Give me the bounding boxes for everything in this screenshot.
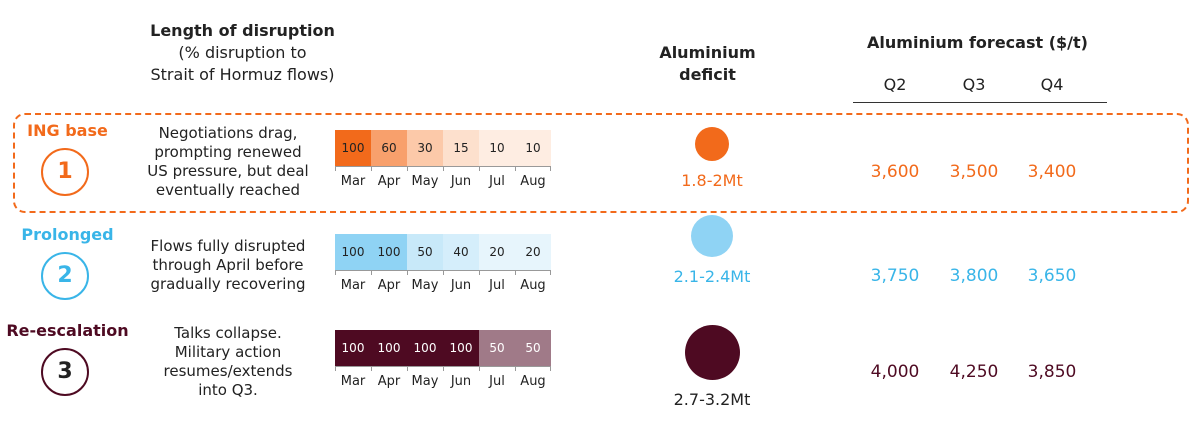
month-tick-label: Mar <box>335 270 371 293</box>
description-line: Military action <box>174 343 282 361</box>
description-line: Talks collapse. <box>174 324 282 342</box>
disruption-heatmap: 100 100 100 100 50 50 Mar Apr May Jun Jul Aug <box>335 330 551 389</box>
forecast-title: Aluminium forecast ($/t) <box>867 33 1088 52</box>
scenario-name: Prolonged <box>21 225 114 244</box>
deficit-bubble <box>691 215 733 257</box>
heatmap-cell: 20 <box>479 234 515 270</box>
deficit-label: 1.8-2Mt <box>681 171 743 190</box>
deficit-label: 2.1-2.4Mt <box>673 267 751 286</box>
base-case-highlight <box>13 113 1189 213</box>
forecast-value: 3,750 <box>870 266 920 286</box>
month-tick-label: Jul <box>479 166 515 189</box>
scenario-number-circle: 2 <box>41 252 89 300</box>
forecast-value: 3,500 <box>949 162 999 182</box>
deficit-bubble <box>684 324 740 380</box>
description-line: resumes/extends <box>163 362 293 380</box>
scenario-name: Re-escalation <box>6 321 129 340</box>
month-tick-label: May <box>407 366 443 389</box>
heatmap-cell: 100 <box>335 234 371 270</box>
month-axis: Mar Apr May Jun Jul Aug <box>335 366 551 389</box>
description-line: US pressure, but deal <box>147 162 309 180</box>
length-title: Length of disruption <box>150 21 335 40</box>
forecast-value: 3,850 <box>1027 362 1077 382</box>
heatmap-cell: 100 <box>371 234 407 270</box>
forecast-value: 3,400 <box>1027 162 1077 182</box>
description-line: prompting renewed <box>154 143 302 161</box>
scenario-description: Talks collapse. Military action resumes/ex… <box>138 324 318 400</box>
scenario-description: Negotiations drag, prompting renewed US pr… <box>138 124 318 200</box>
month-tick-label: Aug <box>515 270 551 293</box>
quarter-label-q3: Q3 <box>962 75 986 94</box>
month-tick-label: Apr <box>371 270 407 293</box>
heatmap-cell: 10 <box>515 130 551 166</box>
heatmap-cell: 100 <box>335 130 371 166</box>
heatmap-cell: 30 <box>407 130 443 166</box>
description-line: Negotiations drag, <box>158 124 298 142</box>
month-tick-label: May <box>407 166 443 189</box>
heatmap-cells: 100 100 50 40 20 20 <box>335 234 551 270</box>
deficit-bubble <box>695 127 729 161</box>
length-subtitle-2: Strait of Hormuz flows) <box>150 65 335 84</box>
month-tick-label: Jun <box>443 270 479 293</box>
heatmap-cell: 40 <box>443 234 479 270</box>
description-line: through April before <box>152 256 304 274</box>
heatmap-cell: 100 <box>335 330 371 366</box>
description-line: eventually reached <box>155 181 301 199</box>
length-subtitle-1: (% disruption to <box>178 43 307 62</box>
forecast-value: 4,250 <box>949 362 999 382</box>
forecast-value: 3,600 <box>870 162 920 182</box>
description-line: into Q3. <box>198 381 258 399</box>
quarter-label-q4: Q4 <box>1040 75 1064 94</box>
length-of-disruption-header: Length of disruption (% disruption to St… <box>120 20 365 86</box>
deficit-title-2: deficit <box>679 65 736 84</box>
month-tick-label: Jul <box>479 366 515 389</box>
month-tick-label: Apr <box>371 166 407 189</box>
forecast-value: 3,800 <box>949 266 999 286</box>
month-tick-label: Mar <box>335 166 371 189</box>
month-tick-label: Mar <box>335 366 371 389</box>
heatmap-cells: 100 100 100 100 50 50 <box>335 330 551 366</box>
heatmap-cell: 60 <box>371 130 407 166</box>
forecast-value: 3,650 <box>1027 266 1077 286</box>
deficit-header: Aluminium deficit <box>640 42 775 86</box>
heatmap-cell: 50 <box>407 234 443 270</box>
disruption-heatmap: 100 60 30 15 10 10 Mar Apr May Jun Jul Aug <box>335 130 551 189</box>
deficit-title-1: Aluminium <box>659 43 756 62</box>
quarter-label-q2: Q2 <box>883 75 907 94</box>
heatmap-cell: 50 <box>479 330 515 366</box>
month-tick-label: Jun <box>443 366 479 389</box>
scenario-number-circle: 1 <box>41 148 89 196</box>
forecast-header-rule <box>853 102 1107 103</box>
heatmap-cell: 100 <box>371 330 407 366</box>
heatmap-cell: 20 <box>515 234 551 270</box>
heatmap-cell: 100 <box>407 330 443 366</box>
month-tick-label: May <box>407 270 443 293</box>
heatmap-cell: 50 <box>515 330 551 366</box>
description-line: gradually recovering <box>150 275 306 293</box>
heatmap-cell: 15 <box>443 130 479 166</box>
month-axis: Mar Apr May Jun Jul Aug <box>335 270 551 293</box>
month-tick-label: Jun <box>443 166 479 189</box>
forecast-value: 4,000 <box>870 362 920 382</box>
scenario-name: ING base <box>27 121 108 140</box>
month-tick-label: Aug <box>515 166 551 189</box>
heatmap-cell: 10 <box>479 130 515 166</box>
scenario-number-circle: 3 <box>41 348 89 396</box>
deficit-label: 2.7-3.2Mt <box>673 389 751 409</box>
scenario-description: Flows fully disrupted through April befor… <box>138 237 318 294</box>
description-line: Flows fully disrupted <box>150 237 306 255</box>
month-tick-label: Aug <box>515 366 551 389</box>
heatmap-cell: 100 <box>443 330 479 366</box>
disruption-heatmap: 100 100 50 40 20 20 Mar Apr May Jun Jul Aug <box>335 234 551 293</box>
heatmap-cells: 100 60 30 15 10 10 <box>335 130 551 166</box>
month-axis: Mar Apr May Jun Jul Aug <box>335 166 551 189</box>
month-tick-label: Jul <box>479 270 515 293</box>
month-tick-label: Apr <box>371 366 407 389</box>
